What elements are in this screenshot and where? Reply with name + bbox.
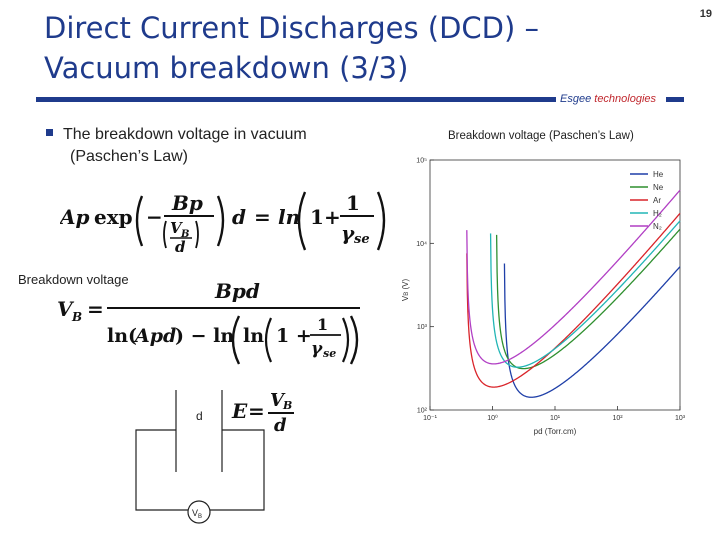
plot-area [429, 159, 681, 411]
svg-text:exp: exp [94, 205, 133, 229]
svg-text:V: V [270, 390, 286, 411]
svg-text:B: B [71, 310, 82, 324]
series-line-Ar [466, 212, 681, 388]
y-tick-label: 10³ [417, 324, 428, 331]
svg-text:se: se [354, 232, 370, 247]
circuit-diagram: d VB [135, 390, 265, 524]
equation-paschen-condition: Ap exp − Bp V B d d = ln 1 + 1 γ se [60, 191, 386, 256]
svg-text:=: = [248, 399, 265, 423]
brand-logo: Esgee technologies [560, 93, 657, 105]
svg-text:+: + [324, 205, 341, 229]
svg-text:=: = [87, 297, 104, 321]
series-line-H₂ [489, 220, 681, 368]
x-tick-label: 10³ [675, 415, 686, 422]
wire-left [135, 429, 188, 511]
equation-breakdown-voltage: V B = Bpd ln( Apd ) − ln ln 1 + 1 γ se [57, 279, 360, 365]
x-tick-label: 10² [612, 415, 623, 422]
slide-title-line2: Vacuum breakdown (3/3) [44, 51, 409, 85]
source-label: VB [192, 508, 202, 520]
svg-text:se: se [323, 347, 336, 360]
y-tick-label: 10⁵ [416, 158, 427, 165]
svg-text:γ: γ [311, 339, 323, 359]
legend-label: Ne [653, 183, 664, 192]
svg-text:1 +: 1 + [276, 325, 312, 347]
header-rule [36, 97, 556, 102]
y-axis-label: VB (V) [401, 279, 410, 302]
x-axis-label: pd (Torr.cm) [534, 427, 577, 436]
x-tick-label: 10⁰ [487, 414, 498, 422]
legend-label: H₂ [653, 209, 662, 218]
chart-title: Breakdown voltage (Paschen’s Law) [448, 130, 634, 142]
bullet-line1: The breakdown voltage in vacuum [63, 126, 307, 143]
legend-label: Ar [653, 196, 661, 205]
svg-text:=: = [254, 205, 271, 229]
page-number: 19 [699, 8, 712, 20]
wire-right [210, 429, 265, 511]
svg-text:1: 1 [346, 191, 360, 215]
series-line-He [503, 263, 681, 398]
svg-text:ln: ln [278, 205, 300, 229]
gap-label: d [196, 409, 203, 423]
bullet-line2: (Paschen’s Law) [70, 148, 188, 165]
svg-text:Bp: Bp [171, 191, 203, 215]
svg-text:d: d [274, 415, 287, 436]
svg-text:d: d [175, 238, 186, 256]
svg-text:ln: ln [243, 325, 264, 347]
bullet-square-icon [46, 129, 53, 137]
svg-text:Ap: Ap [60, 205, 90, 229]
x-tick-label: 10¹ [550, 415, 561, 422]
svg-text:1: 1 [317, 315, 328, 334]
voltage-source-symbol [187, 500, 211, 524]
svg-text:Bpd: Bpd [214, 279, 260, 303]
svg-text:−: − [146, 205, 163, 229]
svg-text:γ: γ [341, 221, 355, 245]
header-rule-right [666, 97, 684, 102]
slide-title-line1: Direct Current Discharges (DCD) – [44, 11, 540, 45]
y-tick-label: 10² [417, 408, 428, 415]
svg-text:B: B [282, 399, 292, 412]
legend-label: N₂ [653, 222, 662, 231]
svg-text:V: V [57, 297, 75, 321]
svg-text:1: 1 [310, 205, 324, 229]
svg-text:ln(: ln( [107, 325, 137, 347]
legend-label: He [653, 170, 664, 179]
breakdown-voltage-label: Breakdown voltage [18, 272, 129, 287]
svg-text:Apd: Apd [133, 325, 176, 347]
svg-text:E: E [231, 399, 248, 423]
bullet-paschen: The breakdown voltage in vacuum (Paschen… [46, 124, 386, 168]
series-line-N₂ [466, 189, 681, 365]
svg-text:d: d [232, 205, 246, 229]
equation-electric-field: E = V B d [231, 390, 294, 436]
slide-title: Direct Current Discharges (DCD) – Vacuum… [44, 8, 604, 88]
series-line-Ne [495, 228, 681, 370]
svg-text:V: V [170, 219, 183, 237]
x-tick-label: 10⁻¹ [423, 415, 437, 422]
y-tick-label: 10⁴ [416, 241, 427, 248]
svg-text:B: B [180, 229, 189, 240]
svg-text:) − ln: ) − ln [175, 325, 234, 347]
